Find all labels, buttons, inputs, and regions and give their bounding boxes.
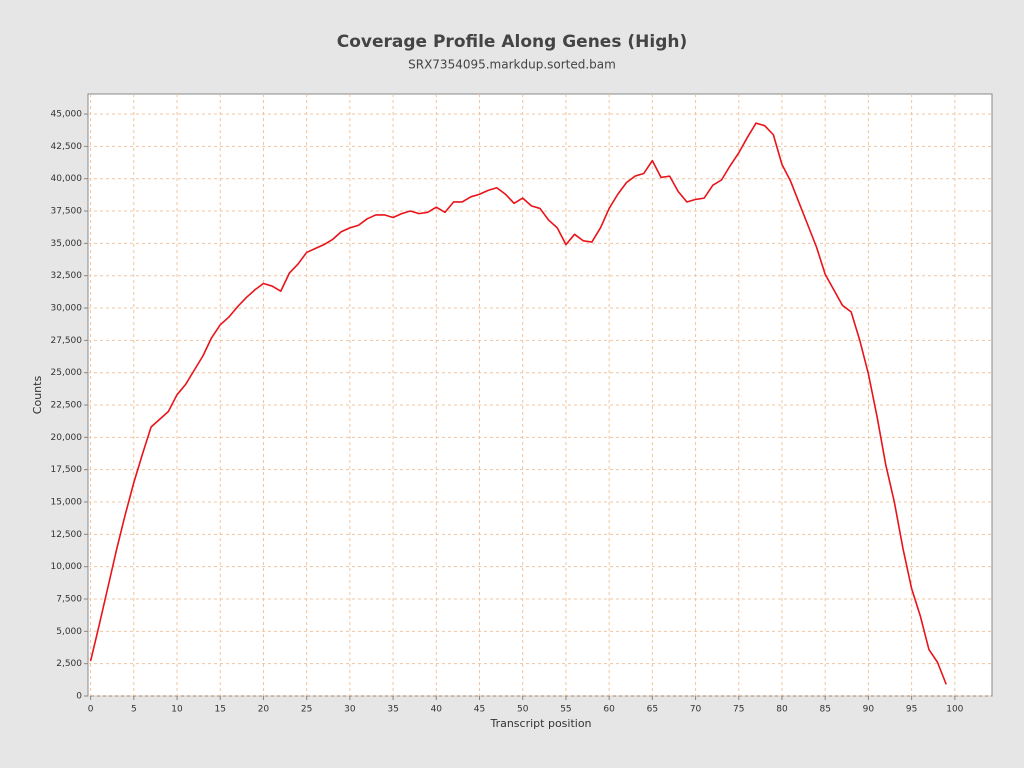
- y-tick-label: 35,000: [51, 239, 83, 249]
- y-tick-label: 22,500: [51, 401, 83, 411]
- x-tick-label: 60: [603, 705, 615, 715]
- y-tick-label: 32,500: [51, 271, 83, 281]
- chart-title: Coverage Profile Along Genes (High): [337, 32, 688, 52]
- x-tick-label: 10: [171, 705, 183, 715]
- x-tick-label: 50: [517, 705, 529, 715]
- x-tick-label: 0: [88, 705, 94, 715]
- x-tick-label: 5: [131, 705, 137, 715]
- x-tick-label: 25: [301, 705, 312, 715]
- y-tick-label: 12,500: [51, 530, 83, 540]
- y-tick-label: 42,500: [51, 142, 83, 152]
- y-tick-label: 20,000: [51, 433, 83, 443]
- y-tick-label: 10,000: [51, 562, 83, 572]
- x-tick-label: 95: [906, 705, 917, 715]
- x-tick-label: 40: [431, 705, 443, 715]
- data-line: [89, 122, 947, 685]
- x-tick-label: 15: [215, 705, 226, 715]
- x-tick-label: 65: [647, 705, 658, 715]
- x-tick-label: 35: [387, 705, 398, 715]
- x-axis-label: Transcript position: [489, 717, 591, 730]
- x-tick-label: 20: [258, 705, 270, 715]
- x-tick-label: 70: [690, 705, 702, 715]
- x-tick-label: 90: [863, 705, 875, 715]
- chart-subtitle: SRX7354095.markdup.sorted.bam: [408, 58, 616, 72]
- y-tick-label: 0: [76, 692, 82, 702]
- x-tick-label: 100: [946, 705, 963, 715]
- x-tick-label: 45: [474, 705, 485, 715]
- y-tick-label: 37,500: [51, 207, 83, 217]
- y-tick-label: 45,000: [51, 110, 83, 120]
- x-tick-label: 85: [819, 705, 830, 715]
- y-tick-label: 2,500: [56, 659, 82, 669]
- y-tick-label: 7,500: [56, 595, 82, 605]
- x-tick-label: 30: [344, 705, 356, 715]
- y-tick-label: 5,000: [56, 627, 82, 637]
- y-tick-label: 40,000: [51, 174, 83, 184]
- y-tick-label: 27,500: [51, 336, 83, 346]
- y-tick-label: 30,000: [51, 304, 83, 314]
- y-tick-label: 15,000: [51, 498, 83, 508]
- x-tick-label: 55: [560, 705, 571, 715]
- y-axis-label: Counts: [31, 376, 44, 415]
- plot-area: [87, 93, 993, 697]
- x-tick-label: 75: [733, 705, 744, 715]
- y-tick-label: 25,000: [51, 368, 83, 378]
- y-tick-label: 17,500: [51, 465, 83, 475]
- x-tick-label: 80: [776, 705, 788, 715]
